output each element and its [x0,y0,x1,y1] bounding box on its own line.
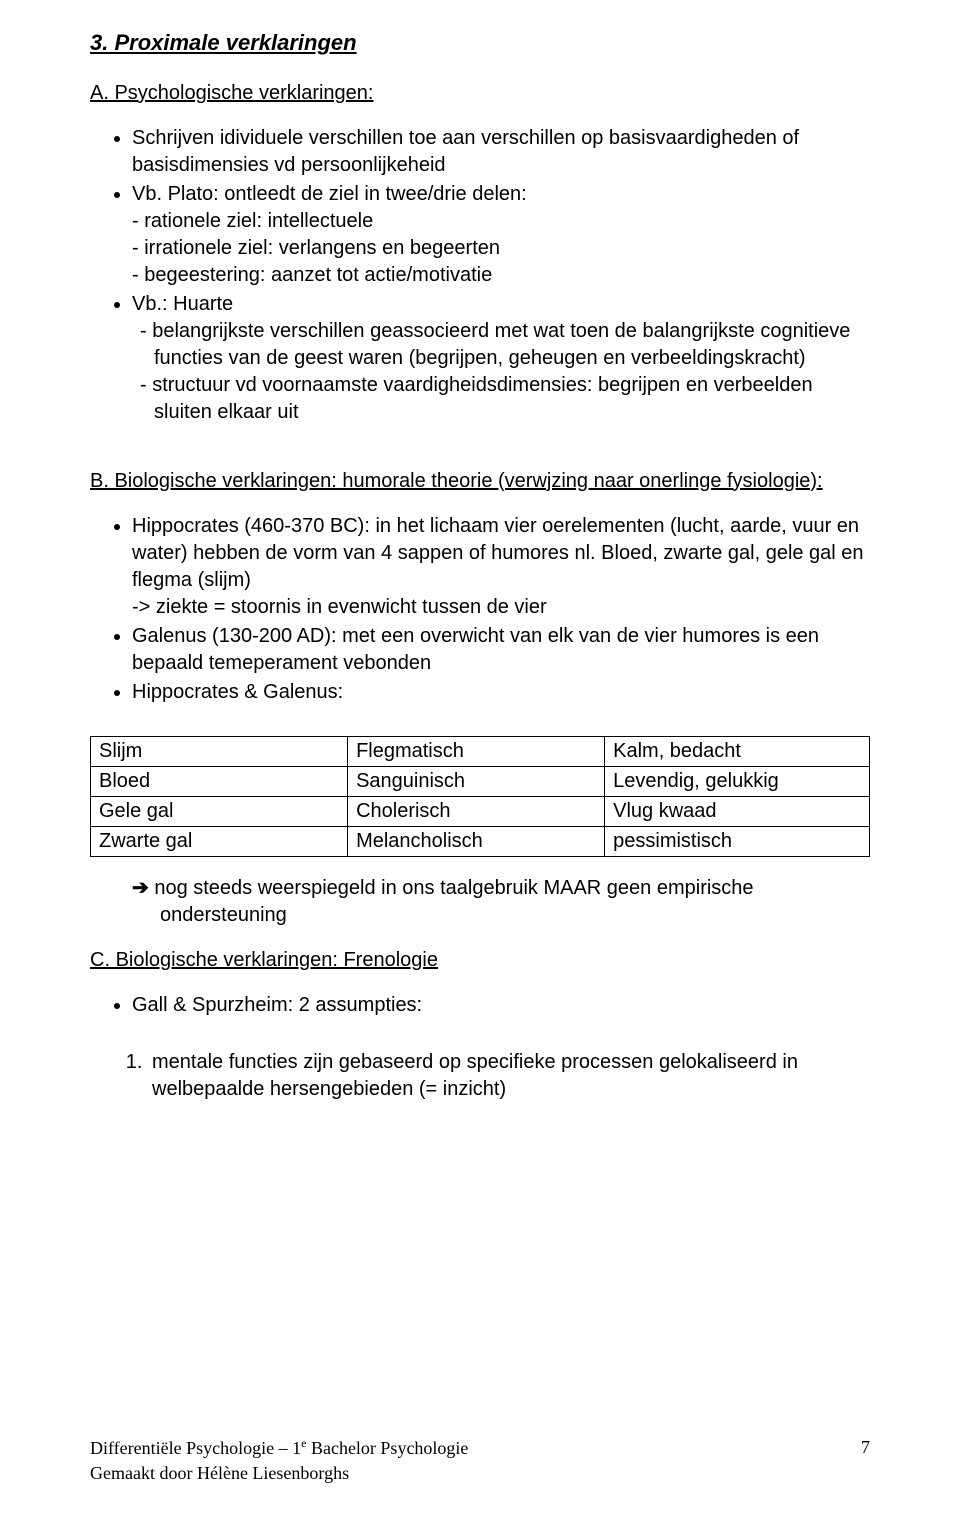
list-subline: - structuur vd voornaamste vaardigheidsd… [132,372,870,426]
table-row: Bloed Sanguinisch Levendig, gelukkig [91,766,870,796]
subsection-c-prefix: C. [90,949,116,971]
list-item: Hippocrates & Galenus: [132,679,870,706]
subsection-c-numbered: mentale functies zijn gebaseerd op speci… [90,1049,870,1103]
list-item-text: Vb. Plato: ontleedt de ziel in twee/drie… [132,181,870,208]
list-item: Hippocrates (460-370 BC): in het lichaam… [132,513,870,621]
subsection-c-heading: C. Biologische verklaringen: Frenologie [90,947,870,974]
spacer [90,456,870,468]
table-cell: Kalm, bedacht [605,736,870,766]
list-subline: - rationele ziel: intellectuele [132,208,870,235]
list-item: Schrijven idividuele verschillen toe aan… [132,125,870,179]
list-subline: - begeestering: aanzet tot actie/motivat… [132,262,870,289]
subsection-b-prefix: B. [90,470,114,492]
table-row: Zwarte gal Melancholisch pessimistisch [91,826,870,856]
list-item: Galenus (130-200 AD): met een overwicht … [132,623,870,677]
table-cell: Sanguinisch [348,766,605,796]
table-cell: Zwarte gal [91,826,348,856]
humors-table: Slijm Flegmatisch Kalm, bedacht Bloed Sa… [90,736,870,857]
page-number: 7 [861,1435,870,1459]
table-cell: Melancholisch [348,826,605,856]
subsection-c-list: Gall & Spurzheim: 2 assumpties: [90,992,870,1019]
list-item-text: Hippocrates (460-370 BC): in het lichaam… [132,515,864,591]
footer-line1: Differentiële Psychologie – 1e Bachelor … [90,1435,870,1460]
subsection-a-heading: A. Psychologische verklaringen: [90,80,870,107]
table-cell: Flegmatisch [348,736,605,766]
list-subline: - belangrijkste verschillen geassocieerd… [132,318,870,372]
footer-program: Bachelor Psychologie [306,1438,468,1458]
table-row: Slijm Flegmatisch Kalm, bedacht [91,736,870,766]
list-item-text: Schrijven idividuele verschillen toe aan… [132,127,799,176]
subsection-b-heading: B. Biologische verklaringen: humorale th… [90,468,870,495]
list-item: Vb.: Huarte - belangrijkste verschillen … [132,291,870,426]
table-cell: Gele gal [91,796,348,826]
arrow-icon: ➔ [132,877,149,899]
subsection-c-text: Biologische verklaringen: Frenologie [116,949,438,971]
table-cell: Bloed [91,766,348,796]
subsection-a-list: Schrijven idividuele verschillen toe aan… [90,125,870,426]
table-cell: pessimistisch [605,826,870,856]
list-item: Gall & Spurzheim: 2 assumpties: [132,992,870,1019]
note-text: nog steeds weerspiegeld in ons taalgebru… [154,877,753,926]
subsection-b-list: Hippocrates (460-370 BC): in het lichaam… [90,513,870,706]
table-cell: Slijm [91,736,348,766]
list-item-text: Galenus (130-200 AD): met een overwicht … [132,625,819,674]
numbered-item: mentale functies zijn gebaseerd op speci… [148,1049,870,1103]
table-row: Gele gal Cholerisch Vlug kwaad [91,796,870,826]
footer-course: Differentiële Psychologie – 1 [90,1438,301,1458]
list-item: Vb. Plato: ontleedt de ziel in twee/drie… [132,181,870,289]
section-title: 3. Proximale verklaringen [90,28,870,58]
footer-line2: Gemaakt door Hélène Liesenborghs [90,1461,870,1485]
page: 3. Proximale verklaringen A. Psychologis… [0,0,960,1515]
numbered-item-text: mentale functies zijn gebaseerd op speci… [152,1051,798,1100]
list-item-text: Gall & Spurzheim: 2 assumpties: [132,994,422,1016]
list-item-text: Hippocrates & Galenus: [132,681,343,703]
table-cell: Vlug kwaad [605,796,870,826]
subsection-b-text: Biologische verklaringen: humorale theor… [114,470,822,492]
table-cell: Cholerisch [348,796,605,826]
table-cell: Levendig, gelukkig [605,766,870,796]
list-subline: - irrationele ziel: verlangens en begeer… [132,235,870,262]
note-line: ➔ nog steeds weerspiegeld in ons taalgeb… [90,875,870,929]
list-item-text: Vb.: Huarte [132,291,870,318]
page-footer: Differentiële Psychologie – 1e Bachelor … [90,1435,870,1485]
list-subline: -> ziekte = stoornis in evenwicht tussen… [132,594,870,621]
